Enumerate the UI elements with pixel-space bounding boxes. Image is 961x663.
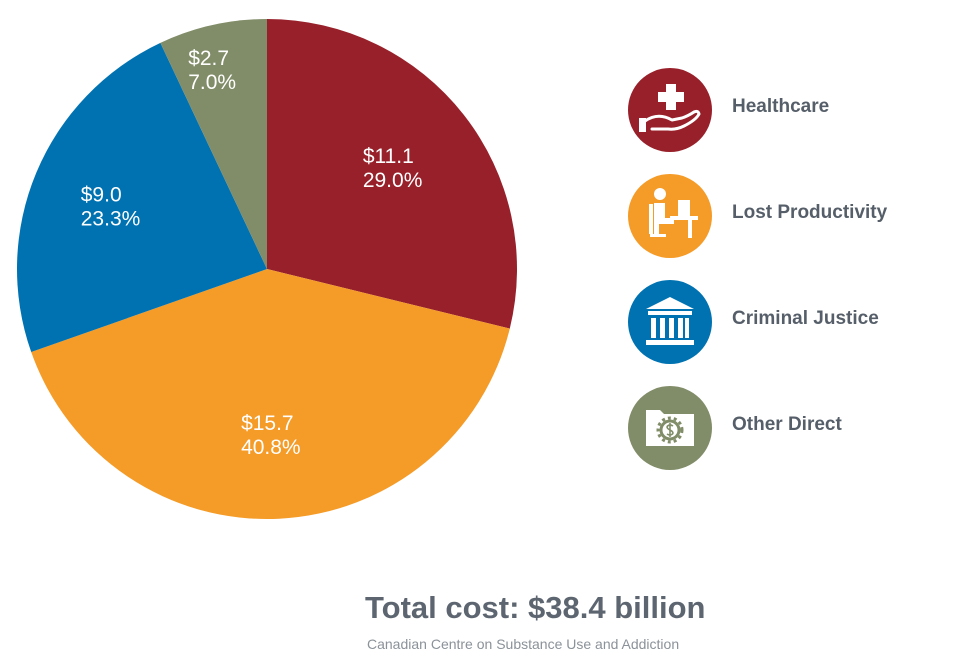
slice-value-label: $2.7 [188, 47, 229, 70]
slice-percent-label: 7.0% [188, 71, 236, 94]
pie-slice-other-direct [160, 19, 267, 269]
legend-label: Lost Productivity [732, 202, 888, 223]
legend-label: Healthcare [732, 96, 830, 117]
legend-label: Other Direct [732, 414, 842, 435]
slice-value-label: $15.7 [241, 412, 294, 435]
legend-item-lost-productivity: Lost Productivity [628, 174, 948, 280]
source-credit: Canadian Centre on Substance Use and Add… [367, 636, 680, 652]
worker-desk-icon [628, 174, 712, 258]
pie-slice-lost-productivity [31, 269, 510, 520]
slice-percent-label: 40.8% [241, 436, 301, 459]
pie-chart: $11.129.0% $15.740.8% $9.023.3% $2.77.0% [17, 19, 518, 520]
pie-slice-criminal-justice [17, 42, 268, 353]
money-folder-icon [628, 386, 712, 470]
slice-value-label: $11.1 [363, 145, 414, 168]
slice-value-label: $9.0 [81, 183, 122, 206]
legend: Healthcare Lost Productivity Criminal Ju… [628, 68, 948, 492]
total-cost: Total cost: $38.4 billion [365, 590, 706, 625]
slice-percent-label: 29.0% [363, 169, 423, 192]
legend-item-criminal-justice: Criminal Justice [628, 280, 948, 386]
legend-label: Criminal Justice [732, 308, 879, 329]
pie-slice-healthcare [267, 19, 518, 329]
healthcare-icon [628, 68, 712, 152]
legend-item-other-direct: Other Direct [628, 386, 948, 492]
courthouse-icon [628, 280, 712, 364]
legend-item-healthcare: Healthcare [628, 68, 948, 174]
slice-percent-label: 23.3% [81, 207, 141, 230]
